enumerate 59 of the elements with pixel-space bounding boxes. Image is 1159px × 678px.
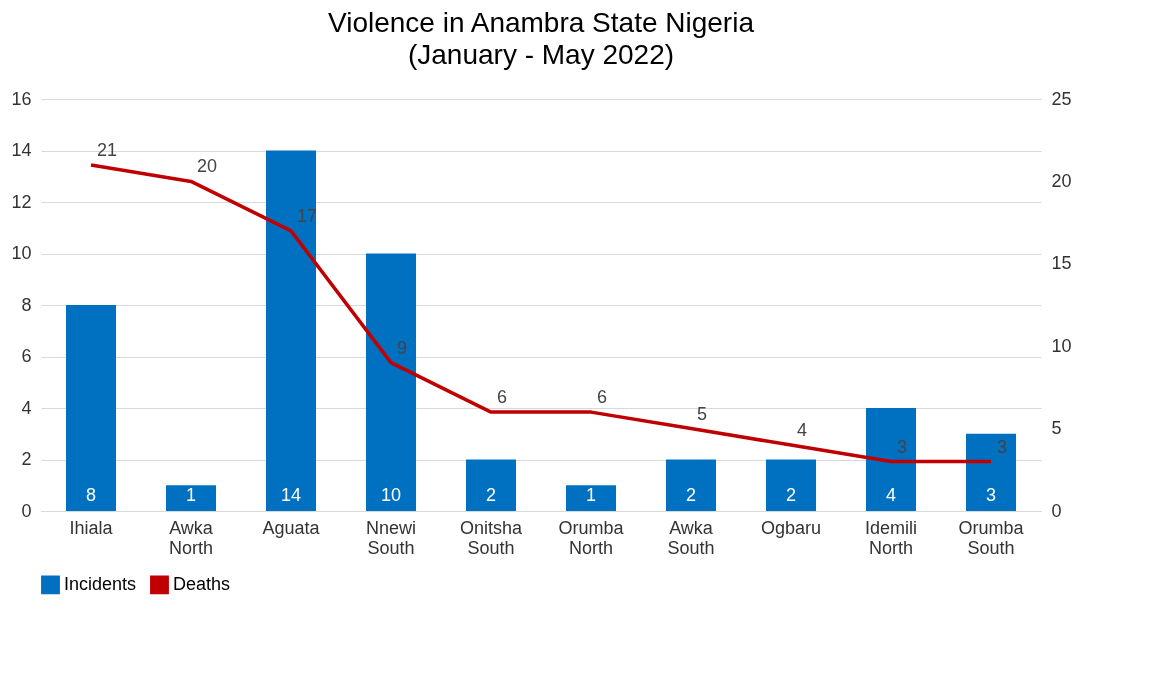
legend-label: Incidents	[64, 573, 137, 594]
y-tick-label: 2	[21, 449, 32, 469]
chart-title: Violence in Anambra State Nigeria	[328, 7, 755, 38]
y-tick-label: 14	[11, 140, 32, 160]
data-label: 6	[497, 387, 508, 408]
data-label: 1	[585, 485, 597, 505]
data-label: 21	[97, 139, 118, 160]
x-tick-label: Ogbaru	[760, 517, 822, 538]
data-label: 2	[785, 485, 797, 505]
data-label: 10	[380, 485, 402, 505]
y2-tick-label: 25	[1051, 88, 1072, 109]
data-label: 3	[997, 436, 1008, 457]
data-label: 5	[697, 403, 708, 424]
bar	[466, 459, 516, 511]
bar	[966, 433, 1016, 511]
x-tick-label: Onitsha South	[459, 517, 523, 558]
data-label: 1	[185, 485, 197, 505]
data-label: 20	[197, 156, 218, 177]
x-tick-label: Awka South	[667, 517, 715, 558]
chart-subtitle: (January - May 2022)	[407, 39, 675, 70]
data-label: 17	[297, 205, 318, 226]
data-label: 8	[85, 485, 97, 505]
legend-label: Deaths	[173, 573, 231, 594]
bar	[366, 253, 416, 511]
data-label: 3	[897, 436, 908, 457]
x-tick-label: Awka North	[168, 517, 214, 558]
bar	[566, 485, 616, 511]
data-label: 6	[597, 387, 608, 408]
y-tick-label: 0	[21, 500, 32, 521]
x-tick-label: Orumba North	[558, 517, 625, 558]
y2-tick-label: 5	[1051, 418, 1062, 439]
y-tick-label: 16	[11, 88, 32, 109]
bar	[666, 459, 716, 511]
y2-tick-label: 15	[1051, 253, 1072, 274]
data-label: 4	[885, 485, 897, 505]
bar	[66, 305, 116, 511]
x-tick-label: Orumba South	[958, 517, 1025, 558]
y-tick-label: 6	[21, 346, 32, 366]
bar	[266, 150, 316, 511]
y2-tick-label: 20	[1051, 170, 1072, 191]
bar	[866, 408, 916, 511]
y2-tick-label: 10	[1051, 335, 1072, 356]
data-label: 2	[685, 485, 697, 505]
y-tick-label: 8	[21, 294, 32, 315]
y-tick-label: 10	[11, 243, 32, 263]
x-tick-label: Aguata	[262, 517, 321, 538]
bar	[166, 485, 216, 511]
data-label: 3	[985, 485, 997, 505]
x-tick-label: Ihiala	[69, 517, 114, 538]
bar	[766, 459, 816, 511]
data-label: 9	[397, 337, 408, 358]
data-label: 14	[280, 485, 302, 505]
y2-tick-label: 0	[1051, 500, 1062, 521]
y-tick-label: 4	[21, 397, 32, 418]
y-tick-label: 12	[11, 191, 32, 212]
data-label: 2	[485, 485, 497, 505]
data-label: 4	[797, 420, 808, 441]
x-tick-label: Nnewi South	[365, 517, 417, 558]
x-tick-label: Idemili North	[864, 517, 918, 558]
